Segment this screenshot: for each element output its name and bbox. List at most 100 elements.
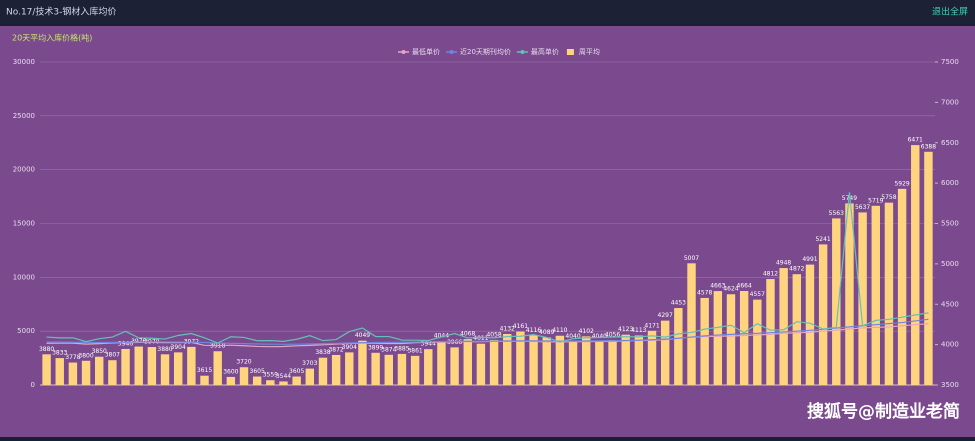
bar-value-label: 3544 bbox=[276, 373, 291, 380]
bar-value-label: 3918 bbox=[210, 343, 225, 350]
bar bbox=[410, 355, 420, 385]
bar-value-label: 4113 bbox=[631, 327, 646, 334]
bar-value-label: 3838 bbox=[315, 349, 330, 356]
bar-value-label: 4058 bbox=[486, 331, 501, 338]
bar-value-label: 5563 bbox=[829, 210, 844, 217]
bar bbox=[858, 212, 867, 385]
bar bbox=[911, 145, 920, 385]
bar-value-label: 4872 bbox=[789, 266, 804, 273]
legend-swatch bbox=[566, 49, 574, 55]
bar-value-label: 4132 bbox=[500, 325, 515, 332]
bar-value-label: 4040 bbox=[565, 333, 580, 340]
bar-value-label: 3872 bbox=[328, 346, 343, 353]
legend-swatch bbox=[401, 50, 406, 54]
bar-value-label: 3861 bbox=[407, 347, 422, 354]
bar-value-label: 3800 bbox=[78, 352, 93, 359]
bar bbox=[779, 268, 788, 385]
bar bbox=[542, 337, 551, 385]
bar-value-label: 4297 bbox=[658, 312, 673, 319]
bar-value-label: 4663 bbox=[710, 283, 725, 290]
bar-value-label: 4068 bbox=[460, 331, 475, 338]
y-tick-label: 10000 bbox=[13, 273, 35, 281]
bar-value-label: 4624 bbox=[723, 286, 738, 293]
bar-value-label: 4056 bbox=[605, 332, 620, 339]
bar bbox=[792, 274, 802, 385]
bar bbox=[845, 203, 854, 385]
bar bbox=[700, 297, 709, 385]
bar bbox=[687, 263, 696, 385]
y2-tick-label: 6500 bbox=[941, 139, 959, 147]
bar bbox=[68, 362, 78, 385]
legend-swatch bbox=[449, 50, 454, 54]
bar-value-label: 4040 bbox=[592, 333, 607, 340]
bar bbox=[660, 320, 670, 385]
y2-tick-label: 5000 bbox=[941, 260, 959, 268]
bar bbox=[305, 368, 315, 385]
bar-value-label: 3944 bbox=[421, 341, 436, 348]
bar bbox=[279, 381, 288, 385]
bar bbox=[674, 308, 683, 385]
bar bbox=[529, 335, 538, 385]
bar-value-label: 5007 bbox=[684, 255, 699, 262]
y-tick-label: 0 bbox=[31, 381, 35, 389]
legend-label: 近20天期刊均价 bbox=[460, 47, 511, 56]
bar-value-label: 3559 bbox=[263, 372, 278, 379]
bar-value-label: 3605 bbox=[289, 368, 304, 375]
bar bbox=[489, 339, 499, 385]
bar-value-label: 3600 bbox=[223, 368, 238, 375]
bar bbox=[345, 352, 354, 385]
legend-label: 周平均 bbox=[579, 47, 600, 56]
bar bbox=[292, 376, 301, 385]
bar-value-label: 4123 bbox=[618, 326, 633, 333]
bar-value-label: 4110 bbox=[552, 327, 567, 334]
bar-value-label: 3880 bbox=[39, 346, 54, 353]
bar bbox=[147, 347, 157, 385]
bar-value-label: 3899 bbox=[368, 344, 383, 351]
bar-value-label: 4991 bbox=[802, 256, 817, 263]
bar-value-label: 3904 bbox=[342, 344, 357, 351]
bar-value-label: 3720 bbox=[236, 359, 251, 366]
bar bbox=[924, 151, 933, 385]
bar bbox=[897, 188, 907, 385]
exit-fullscreen[interactable]: 退出全屏 bbox=[932, 6, 968, 18]
bar-value-label: 3703 bbox=[302, 360, 317, 367]
bar bbox=[608, 340, 617, 385]
header-title: No.17/技术3-钢材入库均价 bbox=[6, 6, 116, 18]
bar-value-label: 3904 bbox=[171, 344, 186, 351]
bar-value-label: 4578 bbox=[697, 289, 712, 296]
bar-value-label: 6388 bbox=[921, 143, 936, 150]
bar bbox=[55, 358, 64, 385]
bar bbox=[555, 335, 565, 385]
bar-value-label: 3615 bbox=[197, 367, 212, 374]
bar bbox=[108, 360, 117, 385]
bar bbox=[463, 339, 472, 385]
bar bbox=[226, 376, 236, 385]
bar bbox=[753, 299, 762, 385]
bar bbox=[476, 343, 486, 385]
bar bbox=[516, 331, 525, 385]
y2-tick-label: 4500 bbox=[941, 300, 959, 308]
bar-value-label: 5758 bbox=[881, 194, 896, 201]
bar-value-label: 4171 bbox=[644, 322, 659, 329]
y2-tick-label: 7000 bbox=[941, 98, 959, 106]
y-tick-label: 25000 bbox=[13, 112, 35, 120]
bar-value-label: 3833 bbox=[52, 350, 67, 357]
bar bbox=[647, 330, 657, 385]
bar bbox=[871, 205, 880, 385]
bar-value-label: 4044 bbox=[434, 333, 449, 340]
bar bbox=[121, 348, 130, 385]
bar bbox=[252, 376, 262, 385]
bar bbox=[713, 291, 723, 385]
bar-value-label: 4948 bbox=[776, 260, 791, 267]
bar bbox=[766, 279, 775, 385]
bar bbox=[213, 351, 222, 385]
bar-value-label: 3850 bbox=[92, 348, 107, 355]
line bbox=[46, 318, 929, 345]
y2-tick-label: 7500 bbox=[941, 58, 959, 66]
y-tick-label: 30000 bbox=[13, 58, 35, 66]
bar bbox=[884, 202, 894, 385]
bar-value-label: 3880 bbox=[157, 346, 172, 353]
bar bbox=[318, 357, 328, 385]
